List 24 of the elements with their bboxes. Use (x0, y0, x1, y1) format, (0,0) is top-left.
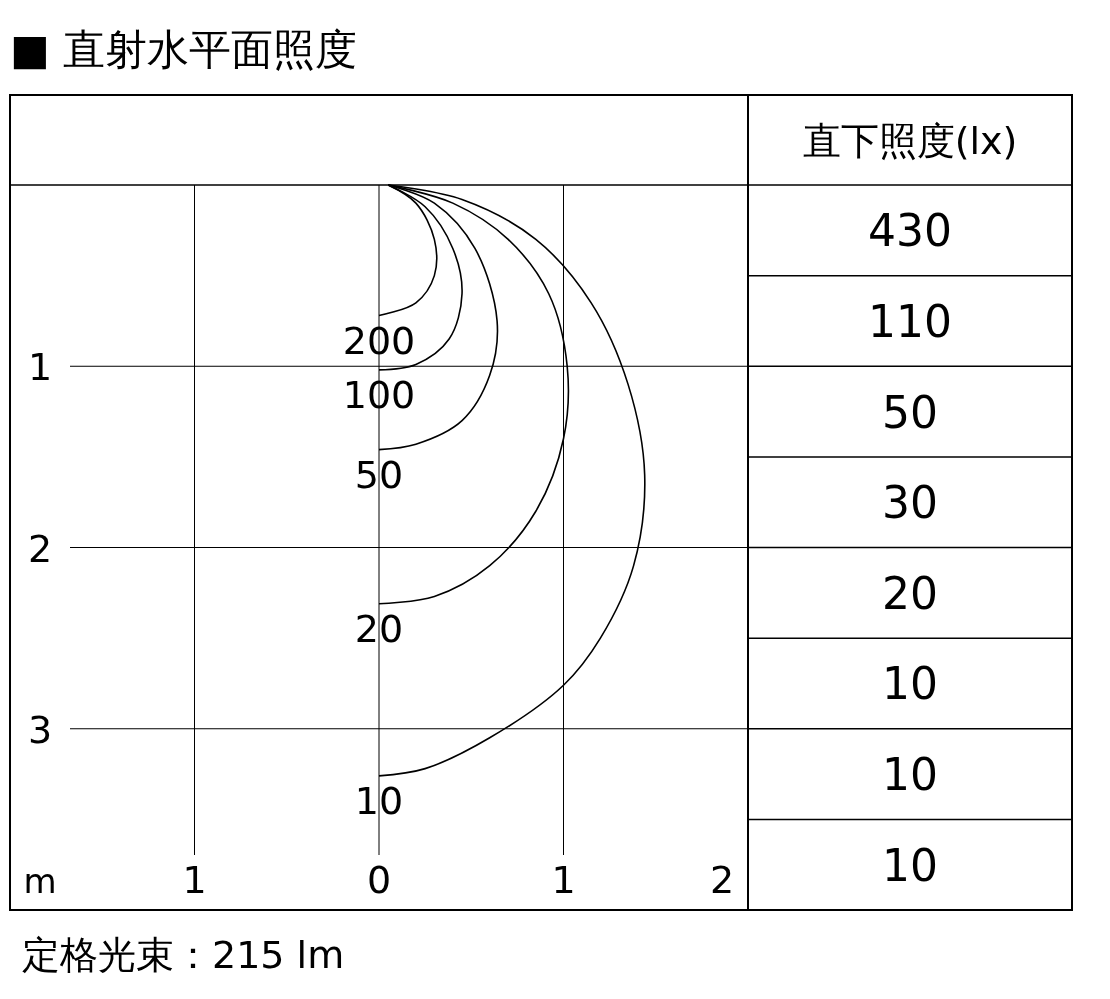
x-tick-label: 1 (551, 858, 576, 902)
text: 20 (882, 567, 938, 619)
series-label: 100 (342, 372, 416, 417)
x-tick-label: 1 (182, 858, 207, 902)
text: 10 (882, 839, 938, 891)
text: 10 (882, 658, 938, 710)
chart-title: ■ 直射水平面照度 (10, 25, 358, 74)
text: 直下照度(lx) (802, 119, 1018, 163)
y-tick-label: 3 (27, 707, 53, 752)
text: 110 (868, 295, 952, 347)
text: 430 (868, 205, 952, 257)
series-label: 200 (342, 318, 416, 363)
series-label: 50 (354, 452, 404, 497)
x-axis-title: m (23, 861, 57, 901)
text: 50 (882, 386, 938, 438)
series-label: 10 (354, 778, 404, 823)
y-tick-label: 1 (27, 345, 53, 390)
x-tick-label: 0 (366, 858, 392, 902)
text: 30 (882, 477, 938, 529)
x-tick-label: 2 (709, 858, 735, 902)
text: 定格光束：215 lm (22, 933, 345, 977)
series-label: 20 (354, 606, 404, 651)
text: 10 (882, 749, 938, 801)
y-tick-label: 2 (27, 526, 53, 571)
